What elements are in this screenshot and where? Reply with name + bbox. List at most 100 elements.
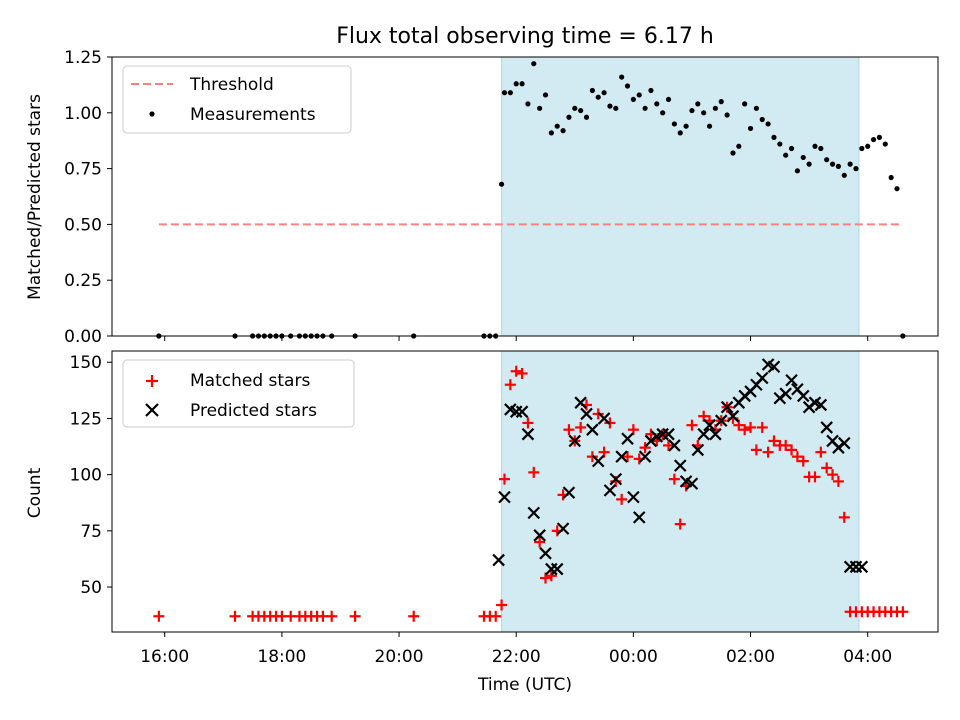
predicted-star-point bbox=[779, 387, 792, 400]
predicted-star-point bbox=[796, 389, 810, 403]
top-axes-frame bbox=[111, 56, 939, 337]
x-stroke bbox=[556, 522, 570, 535]
matched-star-point bbox=[496, 599, 508, 611]
predicted-star-point bbox=[515, 405, 529, 418]
matched-star-point bbox=[616, 493, 628, 505]
x-stroke bbox=[504, 403, 517, 416]
x-stroke bbox=[720, 400, 734, 414]
x-stroke bbox=[580, 407, 593, 421]
predicted-star-point bbox=[492, 553, 505, 567]
measurement-point bbox=[759, 116, 765, 123]
predicted-star-point bbox=[820, 421, 833, 434]
x-tick-label: 00:00 bbox=[609, 647, 658, 667]
measurement-point bbox=[829, 161, 836, 167]
predicted-star-point bbox=[521, 427, 535, 441]
y-tick-label: 125 bbox=[70, 409, 102, 429]
x-stroke bbox=[515, 405, 529, 418]
x-tick-label: 04:00 bbox=[843, 647, 892, 667]
measurement-point bbox=[824, 157, 830, 163]
x-stroke bbox=[673, 459, 687, 472]
predicted-star-point bbox=[562, 486, 576, 499]
matched-star-point bbox=[540, 572, 552, 584]
measurement-point bbox=[654, 101, 660, 107]
measurement-point bbox=[525, 101, 531, 107]
matched-star-point bbox=[522, 417, 534, 429]
matched-star-point bbox=[745, 421, 757, 433]
measurement-point bbox=[701, 110, 707, 116]
measurement-point bbox=[835, 163, 842, 169]
y-tick-label: 100 bbox=[70, 466, 102, 486]
x-stroke bbox=[586, 423, 599, 436]
predicted-star-point bbox=[685, 477, 699, 490]
legend-label-matched-stars: Matched stars bbox=[190, 371, 310, 391]
matched-star-points bbox=[153, 365, 909, 622]
x-stroke bbox=[779, 387, 792, 400]
x-stroke bbox=[755, 371, 769, 385]
measurement-point bbox=[589, 87, 595, 94]
measurement-point bbox=[742, 101, 748, 107]
predicted-star-point bbox=[627, 490, 640, 504]
predicted-star-point bbox=[498, 490, 511, 504]
predicted-legend-swatch bbox=[145, 403, 159, 417]
x-stroke bbox=[814, 398, 828, 412]
x-stroke bbox=[808, 396, 822, 409]
measurement-point bbox=[841, 172, 847, 178]
x-stroke bbox=[527, 506, 541, 520]
matched-star-point bbox=[627, 424, 639, 436]
top-y-axis-label: Matched/Predicted stars bbox=[25, 94, 45, 300]
matched-star-point bbox=[762, 446, 774, 458]
observing-window-band bbox=[501, 56, 860, 337]
measurement-point bbox=[870, 136, 877, 143]
predicted-star-point bbox=[814, 398, 828, 412]
matched-star-point bbox=[809, 471, 821, 483]
matched-star-point bbox=[153, 610, 165, 622]
measurement-point bbox=[572, 105, 578, 111]
measurement-point bbox=[601, 90, 607, 96]
matched-star-point bbox=[750, 444, 762, 456]
bottom-x-ticks: 16:00 18:00 20:00 22:00 00:00 02:00 04:00 bbox=[140, 632, 892, 667]
x-stroke bbox=[498, 490, 511, 504]
predicted-star-point bbox=[603, 484, 617, 497]
measurement-point bbox=[507, 90, 513, 96]
x-stroke bbox=[627, 490, 640, 504]
x-stroke bbox=[568, 434, 582, 448]
measurement-point bbox=[648, 87, 654, 94]
matched-star-point bbox=[780, 439, 792, 451]
measurement-point bbox=[531, 61, 537, 67]
legend-label-threshold: Threshold bbox=[189, 75, 274, 95]
measurement-point bbox=[548, 130, 554, 136]
x-stroke bbox=[632, 511, 646, 524]
matched-star-point bbox=[838, 511, 850, 523]
measurement-point bbox=[671, 121, 677, 127]
matched-star-point bbox=[756, 421, 768, 433]
x-stroke bbox=[597, 412, 611, 425]
measurement-point bbox=[519, 81, 525, 87]
matched-star-point bbox=[504, 379, 516, 391]
x-tick-label: 20:00 bbox=[375, 647, 424, 667]
measurement-point bbox=[724, 112, 730, 118]
x-stroke bbox=[761, 358, 775, 371]
x-tick-label: 22:00 bbox=[492, 647, 541, 667]
measurement-point bbox=[630, 96, 636, 103]
measurement-point bbox=[595, 94, 601, 100]
y-tick-label: 0.00 bbox=[64, 327, 102, 347]
matched-star-point bbox=[545, 570, 557, 582]
ratio-panel: 0.00 0.25 0.50 0.75 1.00 1.25 Matched/Predict… bbox=[25, 48, 939, 347]
x-stroke bbox=[492, 553, 505, 567]
measurement-point bbox=[753, 105, 759, 111]
legend-box bbox=[122, 65, 352, 134]
measurement-point bbox=[765, 121, 771, 127]
x-stroke bbox=[562, 486, 576, 499]
x-stroke bbox=[574, 396, 587, 409]
count-panel: 50 75 100 125 150 16:00 18:00 20:00 22:00 00:00 0… bbox=[25, 350, 939, 695]
predicted-star-point bbox=[539, 547, 552, 560]
measurement-point bbox=[501, 90, 508, 96]
predicted-star-point bbox=[527, 506, 541, 520]
matched-star-point bbox=[686, 419, 698, 431]
observing-window-shade bbox=[501, 350, 860, 633]
predicted-star-point bbox=[609, 472, 623, 486]
y-tick-label: 1.00 bbox=[64, 104, 102, 124]
measurement-point bbox=[747, 125, 754, 132]
measurement-point bbox=[624, 83, 631, 89]
matched-star-point bbox=[663, 439, 675, 451]
